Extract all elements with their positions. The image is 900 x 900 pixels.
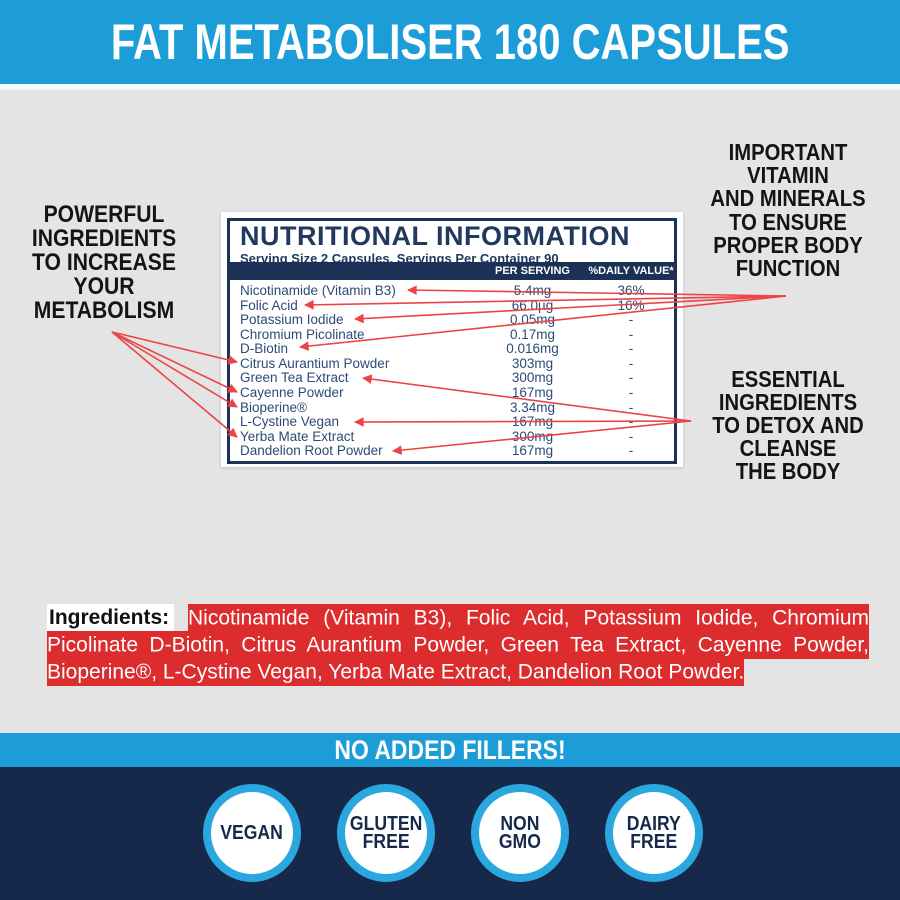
per-serving-value: 167mg (511, 443, 554, 459)
banner-divider (0, 84, 900, 90)
badge-non-gmo: NON GMO (471, 784, 569, 882)
table-row: D-Biotin 0.016mg - (230, 342, 674, 357)
nutrition-table: NUTRITIONAL INFORMATION Serving Size 2 C… (221, 212, 683, 467)
nutrition-rows: Nicotinamide (Vitamin B3) 5.4mg 36% Foli… (230, 283, 674, 459)
daily-value: - (628, 443, 634, 459)
serving-info: Serving Size 2 Capsules, Servings Per Co… (240, 251, 559, 266)
table-header-band: PER SERVING %DAILY VALUE* (230, 262, 674, 280)
page-title: FAT METABOLISER 180 CAPSULES (110, 14, 790, 70)
daily-value: 36% (617, 283, 645, 298)
table-row: Bioperine® 3.34mg - (230, 399, 674, 416)
daily-value: 16% (617, 297, 645, 313)
callout-important-vitamins: IMPORTANT VITAMIN AND MINERALS TO ENSURE… (710, 139, 866, 282)
daily-value: - (628, 414, 634, 430)
badge-vegan: VEGAN (203, 784, 301, 882)
table-row: Dandelion Root Powder 167mg - (230, 444, 674, 459)
daily-value: - (628, 355, 634, 371)
table-row: Green Tea Extract 300mg - (230, 371, 674, 386)
badge-gluten-free: GLUTEN FREE (337, 784, 435, 882)
badge-label: VEGAN (220, 822, 284, 844)
callout-essential-ingredients: ESSENTIAL INGREDIENTS TO DETOX AND CLEAN… (712, 366, 864, 484)
ingredient-name: Dandelion Root Powder (240, 443, 383, 459)
table-row: Folic Acid 66.0µg 16% (230, 297, 674, 314)
table-row: Cayenne Powder 167mg - (230, 385, 674, 401)
ingredient-name: Nicotinamide (Vitamin B3) (240, 283, 396, 298)
per-serving-value: 0.05mg (509, 312, 556, 328)
no-fillers-banner: NO ADDED FILLERS! (0, 733, 900, 767)
column-header-daily-value: %DAILY VALUE* (588, 265, 674, 277)
ingredient-name: Chromium Picolinate (240, 326, 365, 342)
daily-value: - (628, 428, 634, 444)
badge-label: NON GMO (498, 813, 542, 853)
bottom-navy-band (0, 767, 900, 900)
per-serving-value: 5.4mg (513, 283, 552, 298)
ingredient-name: Yerba Mate Extract (240, 428, 355, 444)
ingredient-name: L-Cystine Vegan (240, 414, 340, 430)
per-serving-value: 300mg (511, 428, 554, 444)
per-serving-value: 0.17mg (509, 326, 556, 342)
ingredient-name: Folic Acid (240, 297, 298, 313)
daily-value: - (628, 341, 634, 357)
table-row: Yerba Mate Extract 300mg - (230, 428, 674, 445)
column-header-per-serving: PER SERVING (495, 265, 570, 277)
ingredient-name: Citrus Aurantium Powder (240, 355, 390, 371)
table-row: Nicotinamide (Vitamin B3) 5.4mg 36% (230, 283, 674, 299)
ingredient-name: Potassium Iodide (240, 312, 344, 328)
daily-value: - (628, 326, 634, 342)
nutrition-table-border: NUTRITIONAL INFORMATION Serving Size 2 C… (227, 218, 677, 464)
table-row: Potassium Iodide 0.05mg - (230, 313, 674, 328)
ingredients-paragraph: Ingredients: Nicotinamide (Vitamin B3), … (47, 603, 869, 686)
per-serving-value: 300mg (511, 370, 554, 386)
table-row: Chromium Picolinate 0.17mg - (230, 326, 674, 343)
per-serving-value: 167mg (511, 414, 554, 430)
ingredient-name: D-Biotin (240, 341, 289, 357)
badge-dairy-free: DAIRY FREE (605, 784, 703, 882)
ingredient-name: Bioperine® (240, 399, 307, 415)
badge-label: GLUTEN FREE (349, 813, 423, 853)
nutrition-title: NUTRITIONAL INFORMATION (240, 221, 630, 251)
daily-value: - (628, 312, 634, 328)
table-row: L-Cystine Vegan 167mg - (230, 415, 674, 430)
ingredients-label: Ingredients: (47, 604, 175, 631)
per-serving-value: 66.0µg (511, 297, 554, 313)
callout-powerful-ingredients: POWERFUL INGREDIENTS TO INCREASE YOUR ME… (31, 201, 177, 324)
daily-value: - (628, 399, 634, 415)
per-serving-value: 167mg (511, 385, 554, 401)
per-serving-value: 0.016mg (506, 341, 559, 357)
ingredient-name: Cayenne Powder (240, 385, 344, 401)
no-fillers-text: NO ADDED FILLERS! (334, 734, 566, 765)
badge-label: DAIRY FREE (626, 813, 682, 853)
ingredient-name: Green Tea Extract (240, 370, 349, 386)
daily-value: - (628, 385, 634, 401)
per-serving-value: 3.34mg (509, 399, 556, 415)
daily-value: - (628, 370, 634, 386)
top-banner: FAT METABOLISER 180 CAPSULES (0, 0, 900, 84)
per-serving-value: 303mg (511, 355, 554, 371)
table-row: Citrus Aurantium Powder 303mg - (230, 355, 674, 372)
